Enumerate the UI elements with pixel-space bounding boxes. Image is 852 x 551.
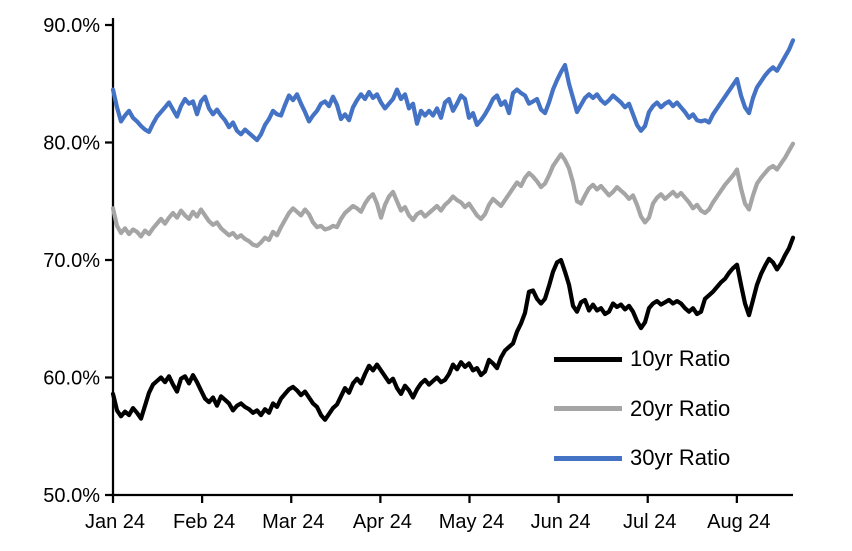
legend-label-10yr: 10yr Ratio <box>630 346 731 371</box>
y-tick-label: 70.0% <box>43 250 100 272</box>
y-tick-label: 60.0% <box>43 368 100 390</box>
legend: 10yr Ratio 20yr Ratio 30yr Ratio <box>554 345 730 494</box>
y-tick-label: 50.0% <box>43 485 100 507</box>
x-tick-label: Jul 24 <box>623 511 676 533</box>
legend-swatch-10yr <box>554 356 622 362</box>
legend-swatch-20yr <box>554 406 622 411</box>
x-tick-label: Jan 24 <box>85 511 145 533</box>
series-line-10yr-ratio <box>110 235 796 422</box>
y-tick-label: 80.0% <box>43 133 100 155</box>
y-tick-label: 90.0% <box>43 15 100 37</box>
legend-label-30yr: 30yr Ratio <box>630 445 731 470</box>
x-tick-label: May 24 <box>439 511 505 533</box>
x-tick-label: Jun 24 <box>531 511 591 533</box>
x-tick-label: Aug 24 <box>707 511 770 533</box>
tick-labels: 50.0% 60.0% 70.0% 80.0% 90.0% Jan 24 Feb 24 Mar… <box>43 15 770 533</box>
legend-swatch-30yr <box>554 455 622 461</box>
series-line-20yr-ratio <box>110 141 796 248</box>
x-tick-label: Feb 24 <box>173 511 235 533</box>
x-tick-label: Apr 24 <box>353 511 412 533</box>
series-line-30yr-ratio <box>110 38 796 143</box>
series-lines <box>110 38 796 422</box>
legend-item-20yr: 20yr Ratio <box>554 395 730 423</box>
legend-label-20yr: 20yr Ratio <box>630 395 731 421</box>
x-tick-label: Mar 24 <box>262 511 324 533</box>
legend-item-30yr: 30yr Ratio <box>554 444 730 472</box>
legend-item-10yr: 10yr Ratio <box>554 345 730 373</box>
